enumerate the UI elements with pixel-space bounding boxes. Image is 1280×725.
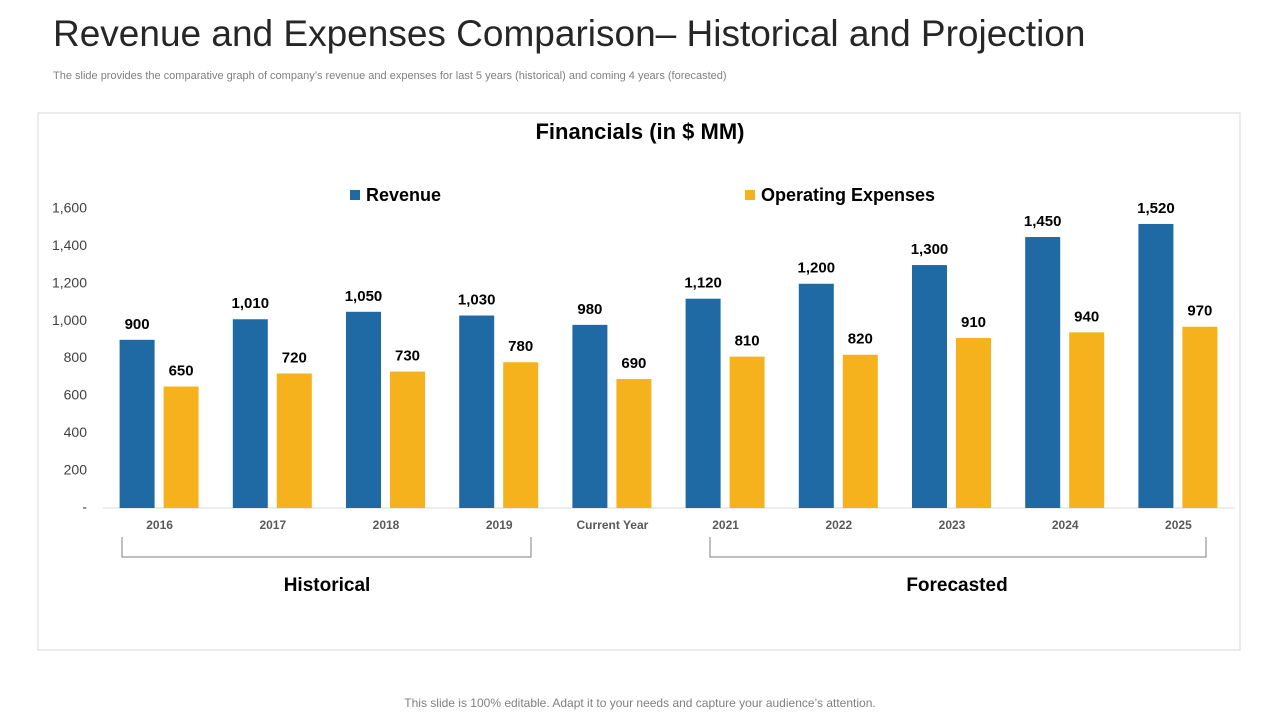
bar (572, 324, 608, 508)
bar (616, 379, 652, 508)
bracket (709, 537, 1207, 558)
x-tick-label: 2018 (373, 518, 400, 532)
y-tick-label: 1,000 (52, 312, 87, 328)
x-tick-label: 2017 (259, 518, 286, 532)
x-tick-label: 2025 (1165, 518, 1192, 532)
bar (912, 265, 947, 508)
data-label: 1,450 (1024, 213, 1062, 230)
data-label: 1,050 (345, 288, 383, 305)
bracket (121, 537, 532, 558)
data-label: 720 (282, 349, 307, 366)
x-tick-label: 2019 (486, 518, 513, 532)
y-tick-label: 1,400 (52, 237, 87, 253)
y-tick-label: 1,200 (52, 274, 87, 290)
data-label: 940 (1074, 308, 1099, 325)
data-label: 820 (848, 331, 873, 348)
bar (163, 386, 199, 508)
bar (1138, 223, 1174, 508)
y-tick-label: 800 (64, 349, 88, 365)
data-label: 650 (169, 363, 194, 380)
data-label: 730 (395, 348, 420, 365)
bar (956, 337, 991, 508)
bar (232, 319, 268, 508)
x-tick-label: 2024 (1052, 518, 1079, 532)
y-tick-label: 200 (64, 461, 88, 477)
data-label: 910 (961, 314, 986, 331)
x-tick-label: Current Year (576, 518, 648, 532)
y-tick-label: 400 (64, 424, 88, 440)
bar (119, 339, 155, 508)
bar (1182, 326, 1218, 508)
legend-swatch (350, 190, 360, 200)
data-label: 1,200 (798, 260, 836, 277)
data-label: 810 (735, 333, 760, 350)
data-label: 1,300 (911, 241, 949, 258)
legend-label: Revenue (366, 185, 441, 205)
data-label: 780 (508, 338, 533, 355)
bar (276, 373, 312, 508)
y-tick-label: 1,600 (52, 200, 87, 216)
bar (346, 311, 381, 508)
bar (685, 298, 721, 508)
x-tick-label: 2022 (825, 518, 852, 532)
y-tick-label: 600 (64, 387, 88, 403)
chart-title: Financials (in $ MM) (535, 119, 744, 144)
slide-title: Revenue and Expenses Comparison– Histori… (53, 13, 1085, 54)
bar (459, 315, 495, 508)
slide-subtitle: The slide provides the comparative graph… (53, 70, 727, 82)
data-label: 970 (1187, 303, 1212, 320)
data-label: 1,030 (458, 291, 496, 308)
legend-swatch (745, 190, 755, 200)
data-label: 900 (125, 316, 150, 333)
bar (390, 371, 425, 508)
bar (842, 354, 878, 508)
footer: This slide is 100% editable. Adapt it to… (404, 696, 875, 710)
bar (1025, 237, 1061, 508)
x-tick-label: 2023 (939, 518, 966, 532)
x-tick-label: 2016 (146, 518, 173, 532)
bar (503, 362, 539, 508)
data-label: 1,010 (232, 295, 270, 312)
data-label: 1,520 (1137, 200, 1175, 217)
bar (1069, 332, 1105, 508)
group-label: Forecasted (906, 575, 1007, 596)
chart-frame (37, 112, 1241, 651)
x-tick-label: 2021 (712, 518, 739, 532)
legend-label: Operating Expenses (761, 185, 935, 205)
bar (798, 283, 834, 508)
data-label: 690 (621, 355, 646, 372)
y-tick-label: - (82, 499, 87, 515)
data-label: 980 (577, 301, 602, 318)
bar (729, 356, 765, 508)
group-label: Historical (284, 575, 371, 596)
data-label: 1,120 (684, 275, 722, 292)
